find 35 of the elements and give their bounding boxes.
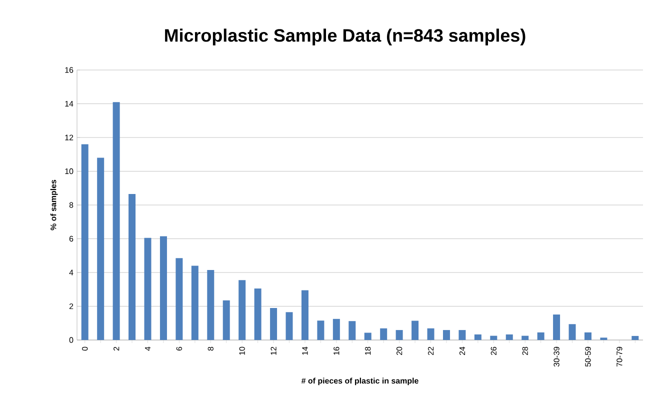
bar xyxy=(522,336,529,340)
bar xyxy=(81,144,88,340)
bar xyxy=(537,332,544,340)
bar xyxy=(97,158,104,340)
bar xyxy=(568,324,576,340)
bar xyxy=(474,334,482,340)
bar xyxy=(286,312,293,340)
bar xyxy=(270,308,278,340)
bar xyxy=(412,320,419,340)
bar xyxy=(128,194,136,340)
bar xyxy=(396,330,403,340)
bar xyxy=(222,300,230,340)
chart-title: Microplastic Sample Data (n=843 samples) xyxy=(165,28,526,46)
bar xyxy=(144,238,152,340)
bar xyxy=(490,336,498,340)
bar xyxy=(427,328,434,340)
bar xyxy=(553,314,560,340)
bar xyxy=(458,330,466,340)
bar xyxy=(364,332,372,340)
bar xyxy=(317,320,324,340)
bar xyxy=(442,330,450,340)
bar xyxy=(207,270,214,340)
bar xyxy=(632,336,639,340)
bar xyxy=(112,102,120,340)
bar xyxy=(584,332,592,340)
bar xyxy=(348,321,356,340)
bar xyxy=(332,318,340,340)
bar xyxy=(380,328,388,340)
bar xyxy=(160,236,167,340)
bar xyxy=(254,288,262,340)
bar xyxy=(176,258,183,340)
bar xyxy=(238,280,246,340)
bar xyxy=(301,290,308,340)
bar xyxy=(191,266,198,340)
bar xyxy=(506,334,513,340)
